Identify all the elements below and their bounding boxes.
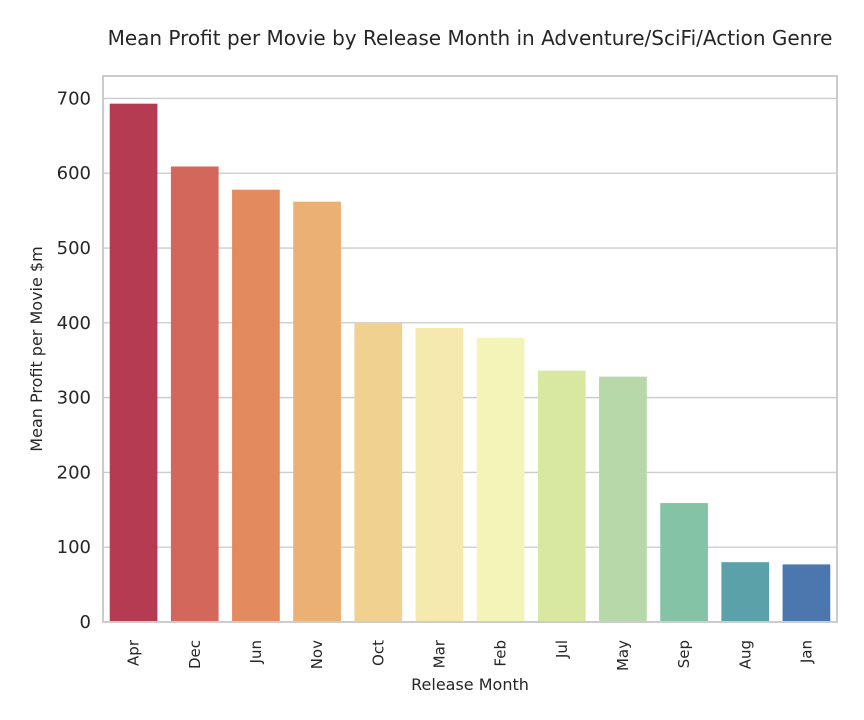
y-axis-ticks: 0 100 200 300 400 500 600 700 [57, 88, 91, 633]
x-tick-label: Dec [186, 640, 204, 669]
y-tick-label: 200 [57, 462, 91, 483]
bar-nov [293, 201, 341, 623]
y-tick-label: 500 [57, 238, 91, 259]
y-tick-label: 300 [57, 388, 91, 409]
x-tick-label: May [614, 640, 632, 671]
x-axis-label: Release Month [411, 675, 529, 694]
bar-aug [721, 562, 770, 622]
gridlines [103, 97, 837, 623]
bar-jan [782, 564, 831, 622]
y-tick-label: 600 [57, 163, 91, 184]
y-tick-label: 700 [57, 88, 91, 109]
y-tick-label: 400 [57, 313, 91, 334]
bar-may [599, 376, 647, 622]
x-tick-label: Nov [308, 640, 326, 669]
bar-mar [415, 328, 464, 622]
x-tick-label: Mar [430, 639, 448, 668]
chart-title: Mean Profit per Movie by Release Month i… [108, 26, 833, 50]
y-axis-label: Mean Profit per Movie $m [27, 246, 46, 451]
bar-dec [170, 166, 219, 622]
x-tick-label: Oct [369, 640, 387, 666]
bars [109, 103, 831, 623]
bar-feb [476, 337, 525, 622]
x-axis-ticks: Apr Dec Jun Nov Oct Mar Feb Jul May Sep Aug Jan [125, 639, 816, 671]
y-tick-label: 0 [80, 612, 91, 633]
y-tick-label: 100 [57, 537, 91, 558]
x-tick-label: Aug [736, 640, 754, 669]
x-tick-label: Apr [125, 639, 143, 666]
bar-jun [232, 189, 280, 622]
bar-jul [537, 370, 586, 622]
bar-sep [660, 503, 708, 622]
x-tick-label: Jun [247, 640, 265, 664]
x-tick-label: Jul [553, 640, 571, 659]
x-tick-label: Jan [797, 640, 815, 664]
plot-frame [102, 75, 838, 623]
bar-apr [109, 103, 158, 623]
x-tick-label: Feb [492, 640, 510, 667]
bar-oct [354, 322, 403, 622]
x-tick-label: Sep [675, 640, 693, 668]
